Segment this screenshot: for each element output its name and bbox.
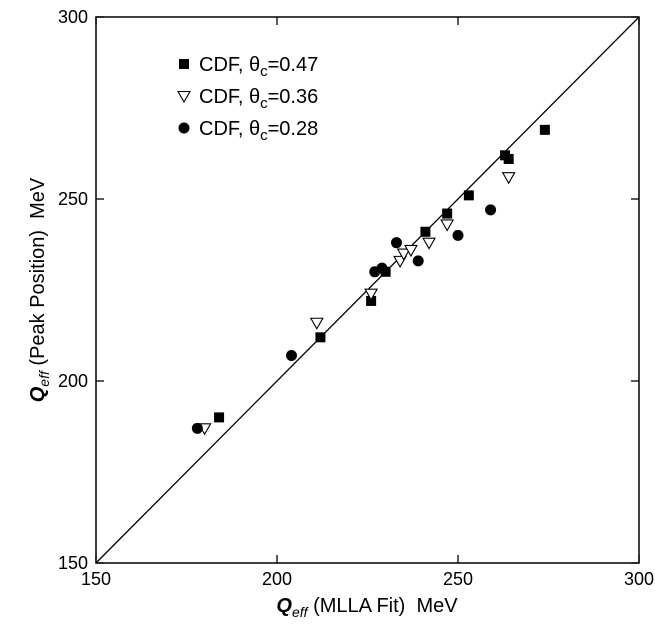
data-point-square xyxy=(442,208,453,219)
legend-label: CDF, θc=0.47 xyxy=(199,54,318,80)
data-point-square xyxy=(463,190,474,201)
data-point-circle xyxy=(376,262,388,274)
data-point-triangle-down xyxy=(501,172,516,185)
data-point-circle xyxy=(452,229,464,241)
y-tick-label: 300 xyxy=(58,7,88,27)
data-point-circle xyxy=(485,204,497,216)
legend-label: CDF, θc=0.36 xyxy=(199,86,318,112)
legend-marker-circle xyxy=(178,122,190,134)
x-tick-label: 200 xyxy=(262,569,292,589)
y-tick-label: 200 xyxy=(58,371,88,391)
legend-label: CDF, θc=0.28 xyxy=(199,118,318,144)
x-tick-label: 150 xyxy=(81,569,111,589)
data-point-triangle-down xyxy=(440,219,455,232)
x-axis-title: Qeff (MLLA Fit) MeV xyxy=(276,595,458,620)
data-point-square xyxy=(503,153,514,164)
data-point-circle xyxy=(191,422,203,434)
data-point-square xyxy=(315,332,326,343)
data-point-square xyxy=(539,124,550,135)
legend-marker-square xyxy=(179,59,189,69)
data-point-triangle-down xyxy=(396,248,411,261)
data-point-triangle-down xyxy=(364,288,379,301)
data-point-circle xyxy=(390,237,402,249)
plot-frame xyxy=(95,16,640,564)
x-tick-label: 250 xyxy=(443,569,473,589)
data-point-triangle-down xyxy=(422,237,436,250)
x-axis-ticks: 150 200 250 300 xyxy=(81,17,654,589)
data-point-square xyxy=(366,295,377,306)
y-axis-title: Qeff (Peak Position) MeV xyxy=(27,177,52,402)
data-point-square xyxy=(420,226,431,237)
data-point-circle xyxy=(285,350,297,362)
legend: CDF, θc=0.47 CDF, θc=0.36 CDF, θc=0.28 xyxy=(177,54,318,144)
y-tick-label: 150 xyxy=(58,553,88,573)
data-point-square xyxy=(214,412,225,423)
data-point-triangle-down xyxy=(403,244,418,258)
x-tick-label: 300 xyxy=(624,569,654,589)
y-axis-ticks: 150 200 250 300 xyxy=(58,7,639,573)
data-point-circle xyxy=(412,255,424,267)
data-points xyxy=(191,124,550,436)
legend-marker-triangle-down xyxy=(177,90,191,104)
y-tick-label: 250 xyxy=(58,189,88,209)
data-point-triangle-down xyxy=(309,317,324,330)
